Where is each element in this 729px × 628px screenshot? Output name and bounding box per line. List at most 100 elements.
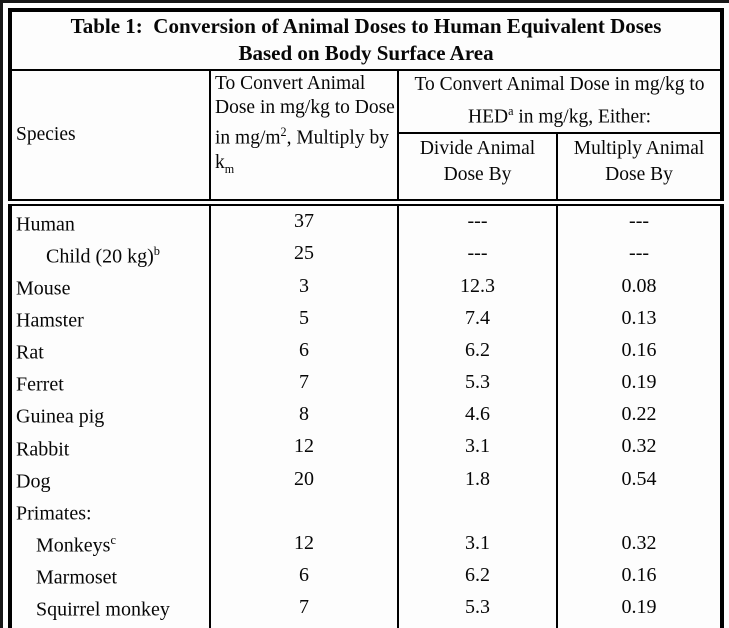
table-row-human: Human 37 --- --- (10, 202, 722, 238)
species-cell: Mouse (10, 269, 211, 302)
species-label: Marmoset (36, 566, 118, 589)
multiply-cell (557, 495, 722, 527)
multiply-cell: 0.08 (621, 274, 657, 297)
divide-cell: 6.2 (398, 334, 558, 367)
column-header-km: To Convert Animal Dose in mg/kg to Dose … (210, 70, 399, 206)
table-body: Human 37 --- --- Child (20 kg)b 25 --- -… (10, 202, 722, 628)
table-row-rabbit: Rabbit 12 3.1 0.32 (10, 430, 722, 463)
table-row-monkeys: Monkeysc 12 3.1 0.32 (10, 527, 722, 560)
species-label: Rat (16, 341, 44, 364)
species-cell: Ferret (10, 366, 211, 399)
km-cell: 12 (210, 527, 399, 560)
divide-cell: 7.4 (398, 301, 558, 335)
table-header: Table 1: Conversion of Animal Doses to H… (10, 10, 723, 206)
conversion-table: Table 1: Conversion of Animal Doses to H… (8, 8, 725, 628)
km-cell (210, 494, 399, 528)
multiply-cell: 0.54 (557, 624, 722, 628)
km-cell: 6 (210, 559, 399, 592)
multiply-cell: --- (629, 210, 650, 233)
hed-footnote-marker: a (508, 104, 514, 118)
species-label: Rabbit (16, 438, 70, 461)
species-cell: Dog (10, 462, 211, 495)
multiply-cell: 0.19 (621, 371, 657, 394)
multiply-cell: 0.22 (621, 403, 657, 426)
column-header-divide: Divide Animal Dose By (398, 132, 558, 206)
hed-group-text2: in mg/kg, Either: (513, 106, 652, 128)
table-row-hamster: Hamster 5 7.4 0.13 (10, 301, 722, 335)
table-title-line1: Table 1: Conversion of Animal Doses to H… (70, 14, 662, 38)
column-header-species: Species (10, 70, 211, 206)
divide-cell: 5.3 (398, 591, 558, 624)
table-row-guinea-pig: Guinea pig 8 4.6 0.22 (10, 398, 722, 431)
table-row-rat: Rat 6 6.2 0.16 (10, 334, 722, 367)
column-header-multiply: Multiply Animal Dose By (557, 132, 723, 206)
divide-cell: 1.8 (398, 623, 558, 628)
multiply-cell: 0.19 (621, 596, 657, 619)
km-header-text: To Convert Animal Dose in mg/kg to Dose … (215, 73, 395, 149)
table-row-child: Child (20 kg)b 25 --- --- (10, 237, 722, 270)
km-cell: 37 (210, 202, 399, 238)
multiply-cell: 0.54 (621, 467, 657, 490)
divide-cell: 6.2 (398, 559, 558, 592)
species-cell: Primates: (10, 494, 211, 528)
species-cell: Hamster (10, 301, 211, 335)
species-cell: Rat (10, 334, 211, 367)
species-cell: Monkeysc (10, 527, 211, 560)
species-cell: Human (10, 202, 211, 238)
table-row-dog: Dog 20 1.8 0.54 (10, 462, 722, 495)
km-cell: 20 (210, 623, 399, 628)
multiply-cell: 0.32 (621, 531, 657, 554)
divide-cell (398, 494, 558, 528)
multiply-cell: 0.32 (621, 435, 657, 458)
species-cell: Squirrel monkey (10, 591, 211, 624)
km-cell: 25 (210, 237, 399, 270)
km-header-subscript: m (224, 161, 235, 176)
divide-cell: 12.3 (398, 269, 558, 302)
km-cell: 20 (210, 462, 399, 495)
km-cell: 7 (210, 366, 399, 399)
species-label: Monkeys (36, 534, 111, 557)
species-header-label: Species (16, 123, 76, 145)
table-title: Table 1: Conversion of Animal Doses to H… (10, 10, 723, 71)
species-cell: Child (20 kg)b (10, 237, 211, 270)
multiply-cell: 0.16 (621, 338, 657, 361)
species-label: Hamster (16, 309, 84, 332)
multiply-cell: 0.13 (621, 306, 657, 329)
divide-cell: --- (398, 237, 558, 270)
divide-cell: --- (398, 202, 558, 238)
km-cell: 7 (210, 591, 399, 624)
species-label: Mouse (16, 277, 71, 300)
column-header-hed-group: To Convert Animal Dose in mg/kg to HEDa … (398, 70, 723, 134)
table-title-row: Table 1: Conversion of Animal Doses to H… (10, 10, 723, 71)
table-row-squirrel-monkey: Squirrel monkey 7 5.3 0.19 (10, 591, 722, 624)
species-label: Ferret (16, 373, 64, 396)
km-cell: 8 (210, 398, 399, 431)
species-label: Child (20 kg) (46, 245, 154, 268)
species-label: Human (16, 213, 75, 236)
species-cell: Baboon (10, 623, 211, 628)
footnote-marker: b (153, 243, 160, 258)
km-header-text2: , Multiply by k (215, 127, 389, 173)
divide-cell: 4.6 (398, 398, 558, 431)
table-row-primates-group: Primates: (10, 494, 722, 528)
footnote-marker: c (110, 533, 116, 548)
km-header-superscript: 2 (280, 125, 287, 139)
km-cell: 5 (210, 301, 399, 335)
multiply-cell: --- (629, 242, 650, 265)
header-row-top: Species To Convert Animal Dose in mg/kg … (10, 70, 723, 206)
multiply-cell: 0.16 (621, 564, 657, 587)
species-cell: Marmoset (10, 559, 211, 592)
table-row-mouse: Mouse 3 12.3 0.08 (10, 269, 722, 302)
table-row-marmoset: Marmoset 6 6.2 0.16 (10, 559, 722, 592)
table-title-line2: Based on Body Surface Area (238, 41, 494, 65)
species-cell: Rabbit (10, 430, 211, 463)
header-row-sub: Divide Animal Dose By Multiply Animal Do… (10, 132, 723, 206)
species-label: Guinea pig (16, 406, 105, 429)
table-row-baboon: Baboon 20 1.8 0.54 (10, 623, 722, 628)
species-label: Squirrel monkey (36, 599, 170, 622)
divide-cell: 3.1 (398, 430, 558, 463)
km-cell: 6 (210, 334, 399, 367)
species-label: Primates: (16, 502, 92, 525)
km-cell: 12 (210, 430, 399, 463)
